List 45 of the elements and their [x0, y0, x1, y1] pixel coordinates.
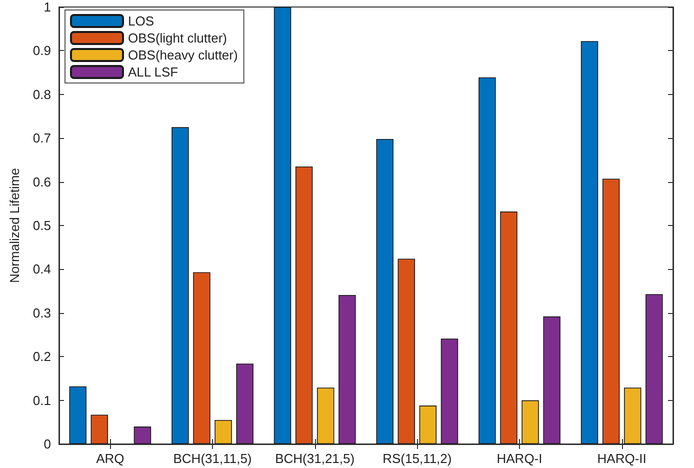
y-tick-label: 0.4: [32, 262, 51, 277]
bar: [580, 41, 598, 444]
y-tick-label: 0.9: [32, 43, 51, 58]
bar: [172, 127, 189, 444]
bar: [274, 7, 292, 444]
x-tick-label: HARQ-I: [496, 451, 542, 466]
y-tick-label: 0.7: [32, 130, 51, 146]
x-tick-label: BCH(31,11,5): [173, 451, 252, 466]
y-tick-label: 0.8: [32, 86, 51, 102]
legend-label: OBS(light clutter): [128, 30, 227, 46]
x-tick-label: BCH(31,21,5): [275, 451, 355, 466]
bar: [522, 400, 539, 444]
bar: [419, 406, 437, 444]
bar: [543, 316, 560, 444]
y-tick-label: 1: [44, 0, 51, 14]
bar: [440, 338, 458, 444]
legend-label: ALL LSF: [128, 64, 178, 80]
bar: [646, 294, 663, 444]
y-tick-label: 0: [44, 436, 51, 452]
bar: [134, 426, 152, 444]
bar: [193, 272, 210, 444]
x-tick-label: HARQ-II: [597, 451, 646, 466]
bar: [338, 294, 356, 444]
bar: [398, 258, 416, 444]
x-tick-label: ARQ: [96, 451, 124, 466]
bar: [90, 414, 108, 444]
bar: [376, 138, 394, 444]
x-tick-label: RS(15,11,2): [382, 451, 452, 466]
bar: [478, 77, 496, 444]
bar: [214, 420, 232, 444]
bar: [316, 388, 334, 444]
legend-label: LOS: [128, 14, 154, 28]
legend-label: OBS(heavy clutter): [128, 48, 238, 62]
y-tick-label: 0.1: [32, 392, 51, 408]
y-axis-title: Normalized Lifetime: [7, 168, 22, 283]
bar: [500, 212, 518, 444]
bar: [236, 364, 254, 444]
y-tick-label: 0.6: [32, 174, 51, 190]
bar: [295, 166, 313, 444]
bar: [69, 386, 86, 444]
y-tick-label: 0.2: [32, 349, 51, 364]
y-tick-label: 0.3: [32, 305, 51, 320]
y-tick-label: 0.5: [32, 218, 51, 233]
bar: [624, 388, 642, 444]
bar: [602, 178, 620, 444]
